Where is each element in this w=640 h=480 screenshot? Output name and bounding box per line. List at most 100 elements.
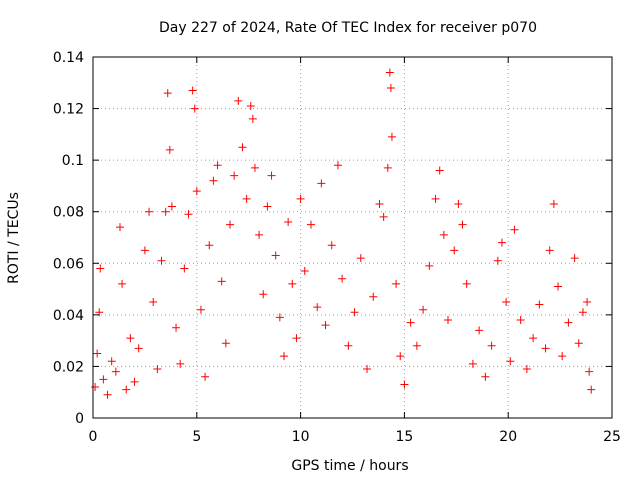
data-point (510, 225, 519, 234)
data-point (134, 344, 143, 353)
data-point (379, 212, 388, 221)
data-point (153, 365, 162, 374)
data-point (327, 241, 336, 250)
data-point (516, 316, 525, 325)
data-point (188, 86, 197, 95)
data-point (400, 380, 409, 389)
data-point (350, 308, 359, 317)
data-point (292, 334, 301, 343)
y-tick-label: 0.12 (53, 102, 84, 118)
data-point (431, 194, 440, 203)
data-point (450, 246, 459, 255)
data-point (497, 238, 506, 247)
data-point (259, 290, 268, 299)
data-point (574, 339, 583, 348)
y-tick-label: 0.04 (53, 308, 84, 324)
data-point (96, 264, 105, 273)
data-point (338, 274, 347, 283)
x-tick-label: 15 (395, 429, 413, 445)
data-point (201, 372, 210, 381)
data-point (93, 349, 102, 358)
data-point (149, 297, 158, 306)
data-point (583, 297, 592, 306)
data-point (126, 334, 135, 343)
data-point (172, 323, 181, 332)
data-point (196, 305, 205, 314)
data-point (217, 277, 226, 286)
data-point (95, 308, 104, 317)
data-point (570, 254, 579, 263)
data-point (535, 300, 544, 309)
data-point (300, 267, 309, 276)
data-point (103, 390, 112, 399)
data-point (118, 279, 127, 288)
data-point (317, 179, 326, 188)
data-point (99, 375, 108, 384)
data-point (242, 194, 251, 203)
plot-frame (92, 56, 613, 419)
data-point (288, 279, 297, 288)
data-point (419, 305, 428, 314)
data-point (522, 365, 531, 374)
data-point (284, 218, 293, 227)
data-point (487, 341, 496, 350)
data-point (356, 254, 365, 263)
data-point (234, 96, 243, 105)
data-point (454, 199, 463, 208)
grid-lines (93, 57, 612, 418)
data-point (184, 210, 193, 219)
data-point (412, 341, 421, 350)
x-tick-label: 0 (89, 429, 98, 445)
data-point (107, 357, 116, 366)
data-point (462, 279, 471, 288)
data-point (564, 318, 573, 327)
x-tick-label: 5 (192, 429, 201, 445)
chart-title: Day 227 of 2024, Rate Of TEC Index for r… (159, 20, 537, 36)
data-point (271, 251, 280, 260)
data-points (91, 68, 596, 399)
data-point (369, 292, 378, 301)
data-point (545, 246, 554, 255)
data-point (91, 383, 100, 392)
data-point (167, 202, 176, 211)
y-tick-label: 0.08 (53, 205, 84, 221)
data-point (493, 256, 502, 265)
data-point (506, 357, 515, 366)
x-tick-label: 25 (603, 429, 621, 445)
data-point (263, 202, 272, 211)
data-point (475, 326, 484, 335)
data-point (321, 321, 330, 330)
data-point (205, 241, 214, 250)
x-tick-label: 20 (499, 429, 517, 445)
data-point (549, 199, 558, 208)
data-point (279, 352, 288, 361)
data-point (306, 220, 315, 229)
data-point (180, 264, 189, 273)
data-point (250, 163, 259, 172)
data-point (406, 318, 415, 327)
data-point (226, 220, 235, 229)
data-point (529, 334, 538, 343)
data-point (111, 367, 120, 376)
y-tick-label: 0.02 (53, 359, 84, 375)
data-point (458, 220, 467, 229)
data-point (213, 161, 222, 170)
data-point (115, 223, 124, 232)
data-point (313, 303, 322, 312)
data-point (161, 207, 170, 216)
data-point (435, 166, 444, 175)
data-point (122, 385, 131, 394)
data-point (363, 365, 372, 374)
data-point (375, 199, 384, 208)
data-point (443, 316, 452, 325)
data-point (163, 89, 172, 98)
data-point (246, 101, 255, 110)
data-point (392, 279, 401, 288)
data-point (387, 132, 396, 141)
data-point (385, 68, 394, 77)
data-point (275, 313, 284, 322)
data-point (468, 359, 477, 368)
y-axis-label: ROTI / TECUs (6, 192, 22, 284)
data-point (157, 256, 166, 265)
